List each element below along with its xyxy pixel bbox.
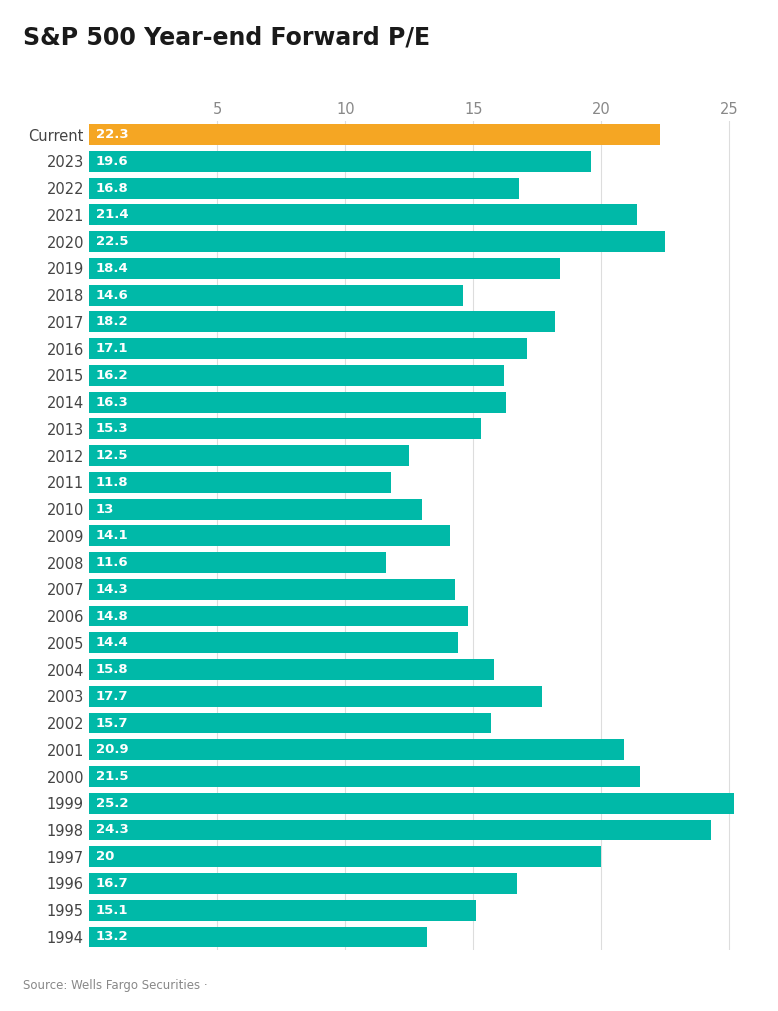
Bar: [89, 472, 391, 492]
Text: 11.8: 11.8: [96, 476, 128, 489]
Bar: [89, 685, 542, 707]
Text: 16.2: 16.2: [96, 369, 128, 382]
Bar: [89, 632, 458, 653]
Text: 16.7: 16.7: [96, 877, 128, 890]
Text: 15.3: 15.3: [96, 423, 128, 436]
Text: 12.5: 12.5: [96, 449, 128, 462]
Bar: [89, 766, 640, 787]
Text: 16.8: 16.8: [96, 182, 128, 195]
Bar: [89, 606, 468, 627]
Bar: [89, 713, 491, 733]
Bar: [89, 579, 455, 600]
Text: 17.7: 17.7: [96, 690, 128, 703]
Bar: [89, 552, 386, 573]
Bar: [89, 365, 504, 386]
Text: 11.6: 11.6: [96, 556, 128, 569]
Text: 18.4: 18.4: [96, 262, 128, 275]
Text: 21.4: 21.4: [96, 208, 128, 221]
Text: 13.2: 13.2: [96, 930, 128, 943]
Text: Source: Wells Fargo Securities ·: Source: Wells Fargo Securities ·: [23, 980, 212, 992]
Text: 19.6: 19.6: [96, 155, 128, 168]
Bar: [89, 178, 519, 198]
Text: 15.7: 15.7: [96, 717, 128, 730]
Bar: [89, 339, 527, 359]
Bar: [89, 526, 450, 546]
Text: 15.1: 15.1: [96, 904, 128, 917]
Bar: [89, 285, 463, 305]
Text: 21.5: 21.5: [96, 770, 128, 783]
Bar: [89, 926, 427, 947]
Text: 14.4: 14.4: [96, 636, 128, 649]
Text: 14.1: 14.1: [96, 530, 128, 542]
Text: 14.8: 14.8: [96, 610, 128, 623]
Text: S&P 500 Year-end Forward P/E: S&P 500 Year-end Forward P/E: [23, 25, 430, 50]
Text: 22.3: 22.3: [96, 128, 128, 142]
Text: 18.2: 18.2: [96, 315, 128, 329]
Text: 13: 13: [96, 502, 114, 516]
Text: 25.2: 25.2: [96, 797, 128, 810]
Bar: [89, 258, 560, 279]
Text: 15.8: 15.8: [96, 663, 128, 676]
Bar: [89, 204, 637, 225]
Text: 22.5: 22.5: [96, 236, 128, 248]
Bar: [89, 659, 494, 680]
Bar: [89, 124, 660, 146]
Bar: [89, 232, 665, 252]
Text: 20.9: 20.9: [96, 743, 128, 756]
Text: 16.3: 16.3: [96, 395, 128, 408]
Bar: [89, 391, 506, 412]
Bar: [89, 498, 422, 520]
Bar: [89, 793, 734, 814]
Text: 24.3: 24.3: [96, 824, 128, 836]
Text: 14.3: 14.3: [96, 582, 128, 595]
Bar: [89, 846, 601, 867]
Bar: [89, 739, 624, 760]
Bar: [89, 820, 711, 840]
Bar: [89, 900, 476, 921]
Text: 14.6: 14.6: [96, 289, 128, 301]
Text: 20: 20: [96, 850, 114, 863]
Bar: [89, 419, 481, 440]
Text: 17.1: 17.1: [96, 342, 128, 355]
Bar: [89, 874, 517, 894]
Bar: [89, 151, 591, 172]
Bar: [89, 445, 409, 466]
Bar: [89, 311, 555, 333]
